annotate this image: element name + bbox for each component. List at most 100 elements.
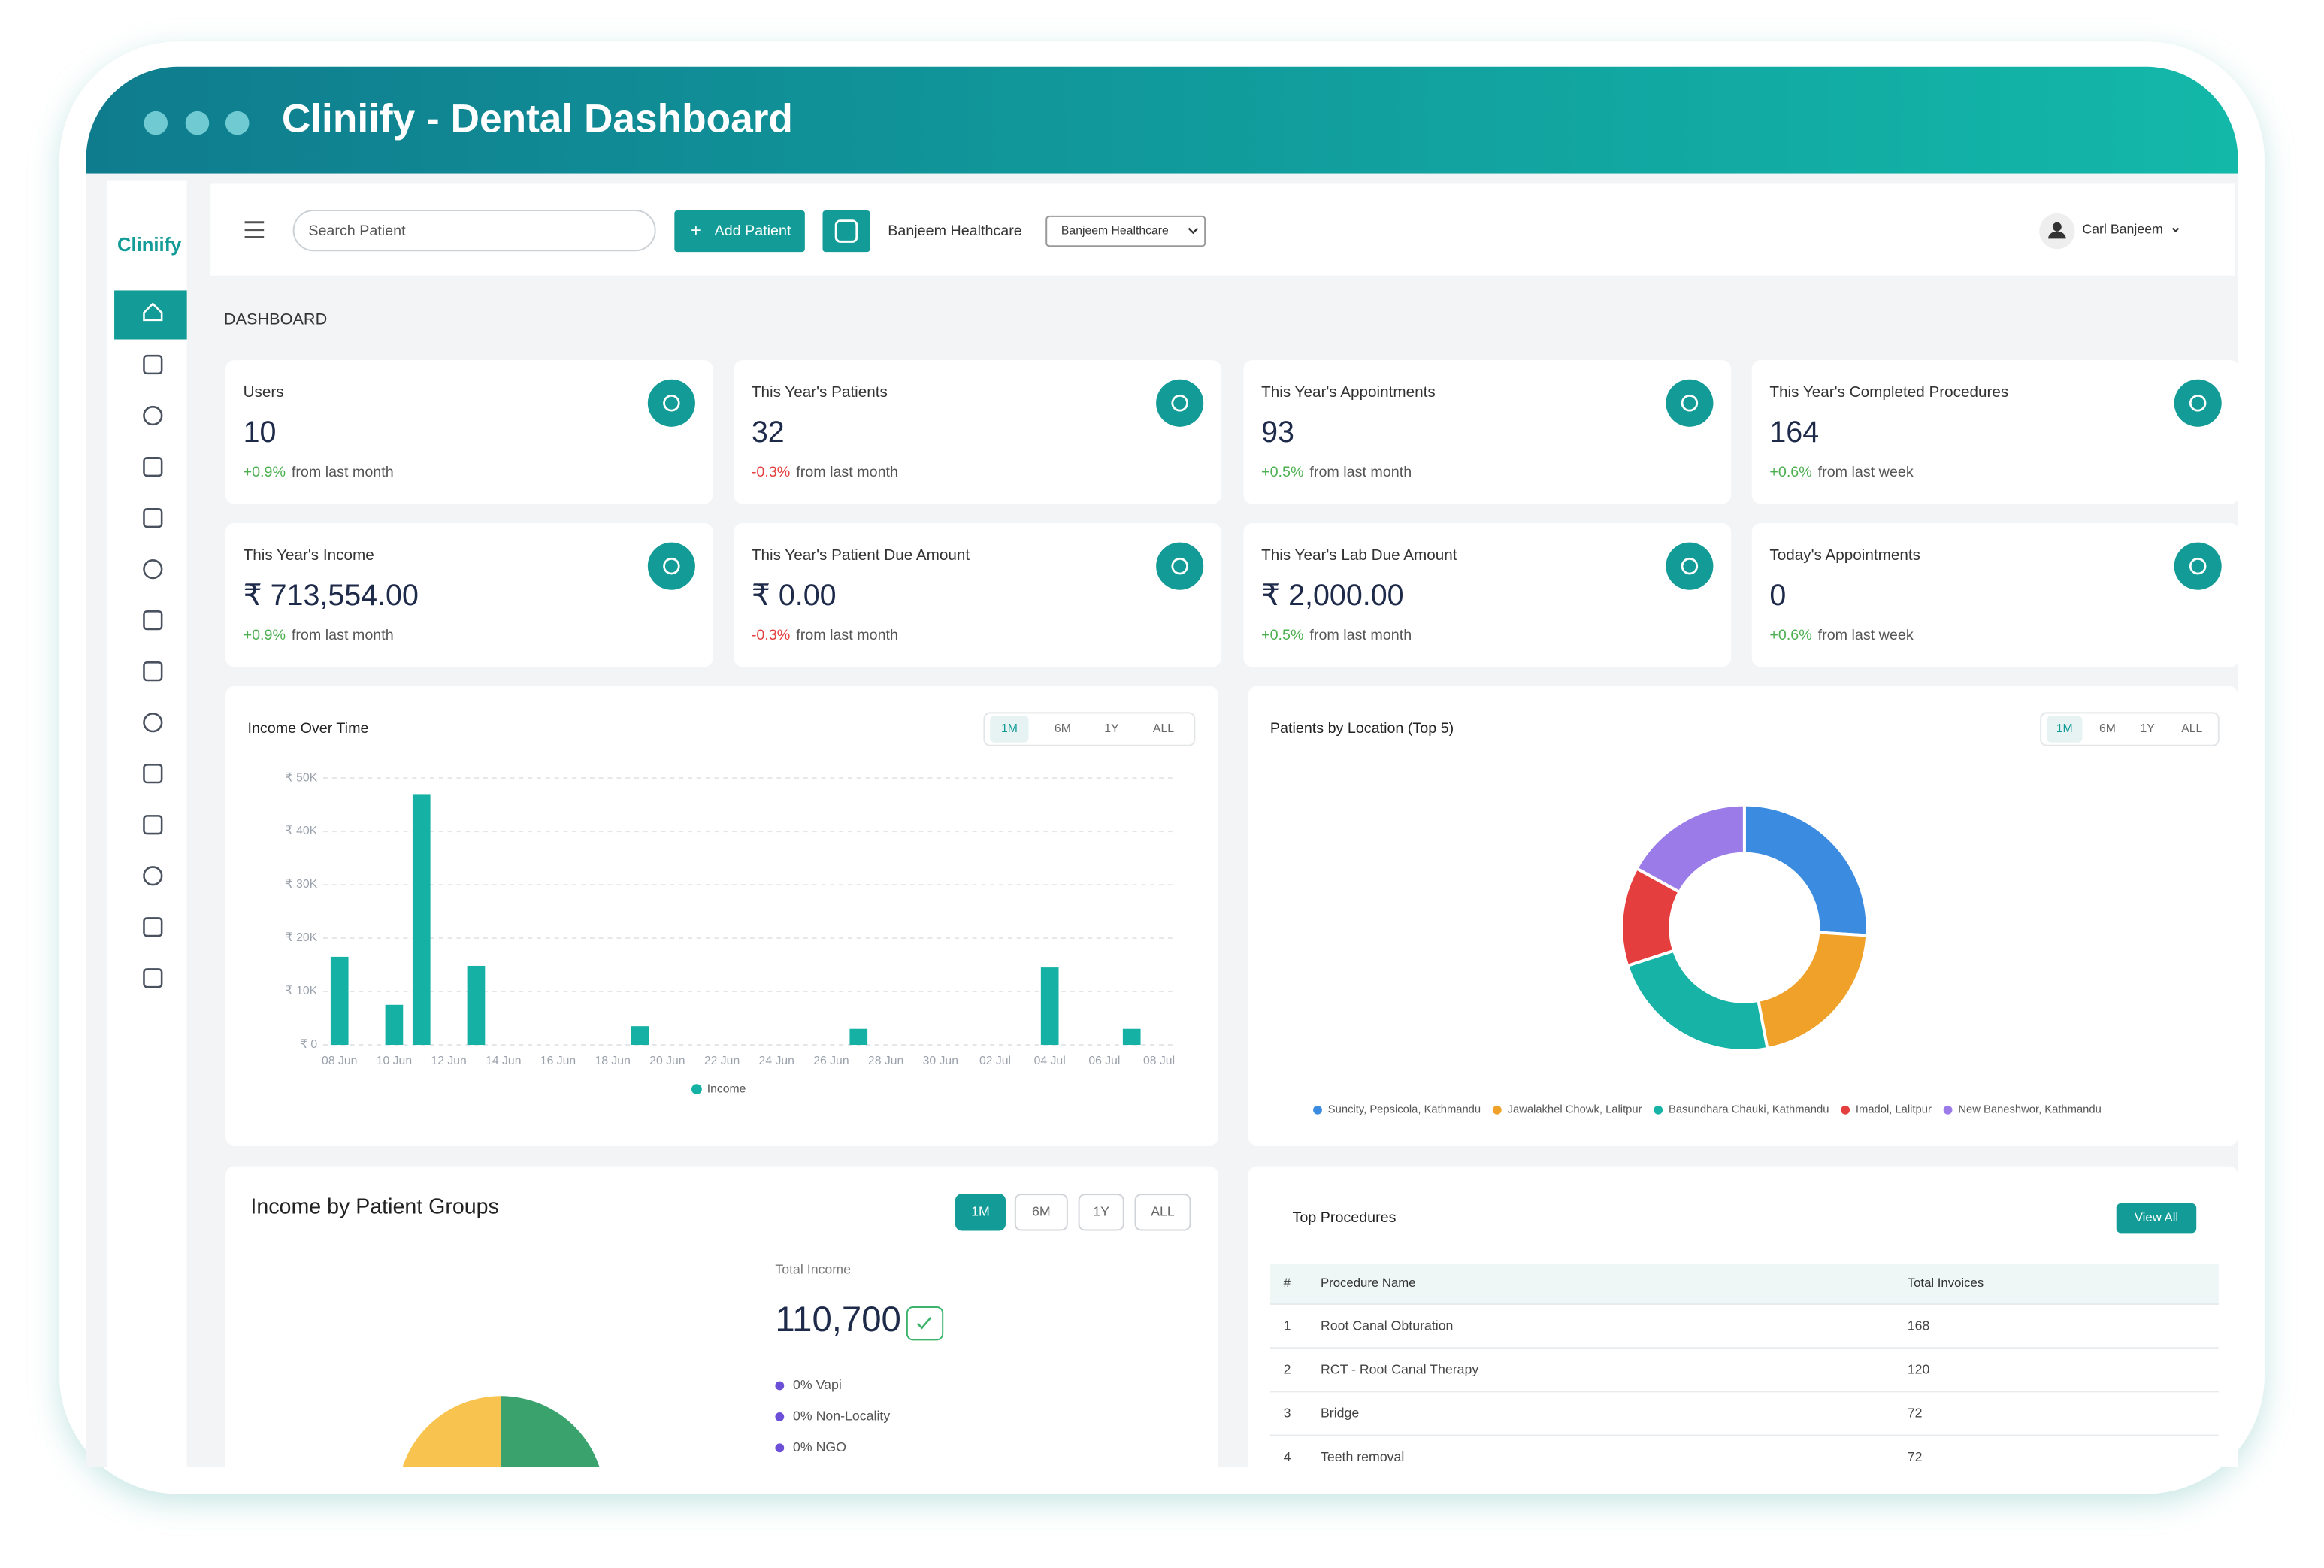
nav-icon[interactable] bbox=[143, 507, 163, 528]
user-name[interactable]: Carl Banjeem bbox=[2082, 221, 2162, 236]
nav-icon[interactable] bbox=[143, 866, 163, 886]
stat-icon-glyph bbox=[2189, 395, 2207, 412]
legend-swatch bbox=[1841, 1105, 1850, 1115]
nav-icon[interactable] bbox=[143, 456, 163, 477]
stat-icon bbox=[1666, 542, 1714, 590]
range-label[interactable]: 1M bbox=[1001, 722, 1018, 735]
column-header: Procedure Name bbox=[1321, 1276, 1416, 1290]
stat-card bbox=[734, 360, 1221, 504]
y-tick-label: ₹ 10K bbox=[286, 985, 318, 997]
range-label[interactable]: ALL bbox=[2181, 722, 2202, 735]
x-tick-label: 02 Jul bbox=[979, 1055, 1011, 1067]
stat-icon-glyph bbox=[2189, 557, 2207, 575]
stat-label: This Year's Lab Due Amount bbox=[1261, 546, 1457, 564]
cell: 72 bbox=[1908, 1406, 1923, 1421]
range-label[interactable]: 6M bbox=[1032, 1203, 1051, 1218]
range-button[interactable] bbox=[2047, 716, 2083, 743]
stat-note: from last month bbox=[1309, 627, 1412, 643]
range-label[interactable]: ALL bbox=[1151, 1203, 1175, 1218]
x-tick-label: 18 Jun bbox=[595, 1055, 631, 1067]
stat-value: ₹ 2,000.00 bbox=[1261, 579, 1404, 612]
x-tick-label: 22 Jun bbox=[704, 1055, 740, 1067]
org-select[interactable] bbox=[1045, 215, 1206, 247]
table-header bbox=[1269, 1264, 2219, 1305]
range-button[interactable] bbox=[1014, 1194, 1068, 1231]
range-label[interactable]: 1Y bbox=[1093, 1203, 1109, 1218]
bar bbox=[467, 965, 486, 1046]
chevron bbox=[1188, 227, 1199, 235]
legend-swatch bbox=[1654, 1105, 1663, 1115]
add-patient-button[interactable] bbox=[674, 210, 805, 253]
cell: RCT - Root Canal Therapy bbox=[1321, 1361, 1478, 1376]
cell: 120 bbox=[1908, 1361, 1930, 1376]
range-label[interactable]: 6M bbox=[1055, 722, 1071, 735]
total-value: 110,700 bbox=[775, 1300, 900, 1339]
range-label[interactable]: 1Y bbox=[1104, 722, 1119, 735]
y-tick-label: ₹ 0 bbox=[300, 1038, 317, 1051]
legend-swatch bbox=[691, 1084, 702, 1095]
stat-note: from last month bbox=[292, 627, 394, 643]
stat-icon-glyph bbox=[1171, 557, 1188, 575]
x-tick-label: 16 Jun bbox=[540, 1055, 576, 1067]
cell: 2 bbox=[1284, 1361, 1291, 1376]
dynamic: 1M 6M 1Y ALL 1M 6M 1Y ALL 1M 6M 1Y ALL ₹ 0 ₹ 10K ₹ 20K… bbox=[286, 712, 2220, 1464]
nav-icon[interactable] bbox=[143, 968, 163, 988]
stat-label: This Year's Completed Procedures bbox=[1769, 383, 2008, 401]
stat-note: from last week bbox=[1818, 627, 1914, 643]
panel-title: Top Procedures bbox=[1293, 1209, 1397, 1226]
stat-icon-glyph bbox=[1171, 395, 1188, 412]
bar bbox=[330, 956, 349, 1046]
nav-icon[interactable] bbox=[143, 917, 163, 937]
stat-icon bbox=[1156, 379, 1204, 427]
legend-label: Suncity, Pepsicola, Kathmandu bbox=[1328, 1104, 1481, 1116]
nav-icon[interactable] bbox=[143, 610, 163, 631]
donut-slice bbox=[1757, 931, 1869, 1051]
bar bbox=[412, 794, 431, 1046]
range-label[interactable]: 1Y bbox=[2140, 722, 2155, 735]
range-button[interactable] bbox=[1078, 1194, 1124, 1231]
range-button[interactable] bbox=[955, 1194, 1006, 1231]
view-all-button[interactable] bbox=[2116, 1203, 2197, 1234]
panel-title: Income Over Time bbox=[247, 720, 368, 737]
range-label[interactable]: 6M bbox=[2099, 722, 2116, 735]
stat-change: +0.5% bbox=[1261, 464, 1303, 480]
search-box[interactable] bbox=[292, 209, 656, 252]
stat-icon-glyph bbox=[1681, 395, 1699, 412]
stat-icon bbox=[647, 379, 695, 427]
nav-icon[interactable] bbox=[143, 713, 163, 733]
nav-icon[interactable] bbox=[143, 661, 163, 682]
avatar-head bbox=[2052, 222, 2062, 232]
x-tick-label: 24 Jun bbox=[759, 1055, 794, 1067]
range-label[interactable]: ALL bbox=[1153, 722, 1174, 735]
stat-value: 164 bbox=[1769, 416, 1819, 449]
panel-title: Income by Patient Groups bbox=[250, 1194, 498, 1218]
column-header: Total Invoices bbox=[1908, 1276, 1984, 1290]
check-badge bbox=[906, 1306, 944, 1341]
x-tick-label: 06 Jul bbox=[1088, 1055, 1120, 1067]
nav-icon[interactable] bbox=[143, 815, 163, 835]
nav-active[interactable] bbox=[114, 290, 187, 340]
stat-label: Users bbox=[244, 383, 284, 401]
nav-icon bbox=[143, 302, 163, 322]
range-button[interactable] bbox=[1134, 1194, 1191, 1231]
range-label[interactable]: 1M bbox=[971, 1203, 990, 1218]
stat-value: 0 bbox=[1769, 579, 1786, 612]
donut-slice bbox=[1634, 803, 1746, 894]
nav-icon[interactable] bbox=[143, 354, 163, 375]
range-label[interactable]: 1M bbox=[2056, 722, 2073, 735]
menu-icon[interactable] bbox=[244, 221, 265, 238]
sidebar bbox=[107, 180, 187, 1467]
y-tick-label: ₹ 40K bbox=[286, 825, 318, 837]
legend-label: Income bbox=[707, 1082, 746, 1095]
stat-change: +0.9% bbox=[244, 627, 286, 643]
nav-icon[interactable] bbox=[143, 405, 163, 426]
org-select-label: Banjeem Healthcare bbox=[1061, 225, 1169, 238]
bar bbox=[1040, 967, 1059, 1046]
legend-label: Basundhara Chauki, Kathmandu bbox=[1669, 1104, 1829, 1116]
x-tick-label: 30 Jun bbox=[923, 1055, 958, 1067]
nav-icon[interactable] bbox=[143, 764, 163, 784]
nav-icon[interactable] bbox=[143, 559, 163, 580]
window-dot bbox=[225, 110, 250, 135]
x-tick-label: 28 Jun bbox=[868, 1055, 903, 1067]
range-button[interactable] bbox=[990, 716, 1029, 743]
